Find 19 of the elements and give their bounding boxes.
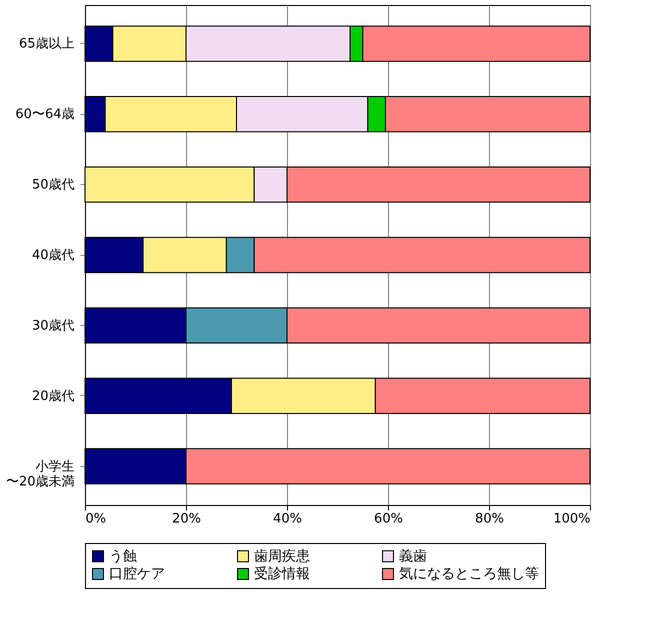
legend-label: 義歯	[399, 548, 427, 564]
y-tick-label: 30歳代	[32, 318, 74, 334]
y-tick-label: 40歳代	[32, 248, 74, 263]
x-tick-label: 80%	[475, 512, 504, 526]
x-tick-label: 20%	[172, 512, 201, 526]
y-tick-label: 60〜64歳	[15, 107, 74, 122]
legend-label: 気になるところ無し等	[399, 566, 539, 582]
legend-label: 受診情報	[254, 566, 310, 582]
y-tick-label: 65歳以上	[18, 36, 74, 52]
legend-label: う蝕	[109, 548, 137, 564]
y-tick-label: 20歳代	[32, 388, 74, 404]
x-tick-label: 40%	[273, 512, 302, 526]
x-tick-label: 0%	[86, 512, 106, 526]
y-tick-label: 小学生〜20歳未満	[6, 459, 74, 490]
x-tick-label: 100%	[553, 512, 590, 526]
y-tick-label: 50歳代	[32, 178, 74, 193]
legend-label: 口腔ケア	[109, 566, 165, 582]
x-tick-label: 60%	[374, 512, 403, 526]
legend-label: 歯周疾患	[254, 548, 310, 564]
